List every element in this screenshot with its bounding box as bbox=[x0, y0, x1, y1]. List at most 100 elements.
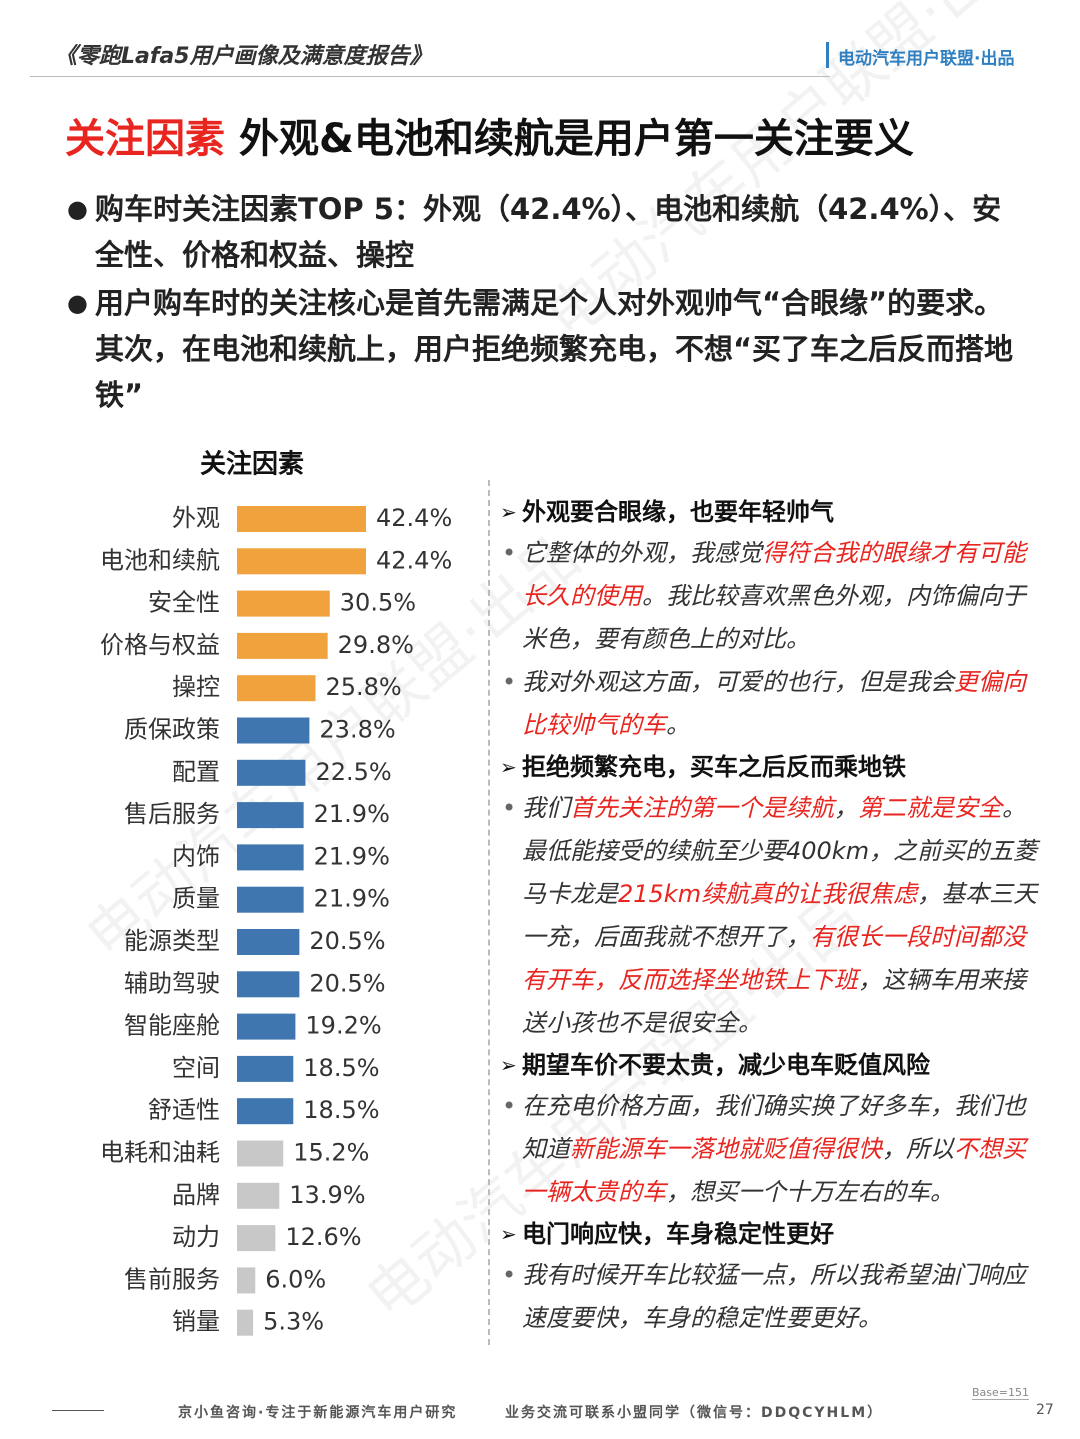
category-label: 外观 bbox=[172, 504, 220, 532]
footer-line bbox=[52, 1410, 104, 1411]
category-label: 配置 bbox=[172, 758, 220, 786]
bar bbox=[237, 1309, 254, 1336]
category-label: 电耗和油耗 bbox=[100, 1139, 220, 1167]
bar bbox=[237, 844, 304, 871]
value-label: 20.5% bbox=[309, 969, 385, 997]
category-label: 舒适性 bbox=[148, 1096, 220, 1124]
footer-left: 京小鱼咨询·专注于新能源汽车用户研究 bbox=[178, 1405, 458, 1421]
quote-text: 新能源车一落地就贬值得很快 bbox=[570, 1135, 882, 1163]
quote: 我们首先关注的第一个是续航，第二就是安全。最低能接受的续航至少要400km，之前… bbox=[500, 787, 1045, 1045]
category-label: 电池和续航 bbox=[100, 546, 220, 574]
bar bbox=[237, 759, 306, 786]
quote-text: ，所以 bbox=[882, 1135, 954, 1163]
category-label: 价格与权益 bbox=[100, 631, 220, 659]
quote-text: 我们 bbox=[522, 794, 570, 822]
quote-text: ，基本三天一充，后面我就不想开了， bbox=[522, 880, 1038, 951]
bullet: 购车时关注因素TOP 5：外观（42.4%）、电池和续航（42.4%）、安全性、… bbox=[67, 186, 1030, 278]
quote-text: 更偏向比较帅气的车 bbox=[522, 668, 1026, 739]
quote: 它整体的外观，我感觉得符合我的眼缘才有可能长久的使用。我比较喜欢黑色外观，内饰偏… bbox=[500, 532, 1045, 661]
category-label: 动力 bbox=[172, 1223, 220, 1251]
category-label: 质量 bbox=[172, 885, 220, 913]
quote-text: 第二就是安全 bbox=[858, 794, 1002, 822]
category-label: 售前服务 bbox=[124, 1265, 220, 1293]
bar bbox=[237, 632, 328, 659]
quote-text: ，这辆车用来接送小孩也不是很安全。 bbox=[522, 966, 1026, 1037]
bar bbox=[237, 1055, 294, 1082]
title-text: 外观&电池和续航是用户第一关注要义 bbox=[239, 116, 914, 162]
value-label: 12.6% bbox=[285, 1223, 361, 1251]
quote-text: 得符合我的眼缘才有可能长久的使用 bbox=[522, 539, 1026, 610]
value-label: 29.8% bbox=[338, 631, 414, 659]
header-line bbox=[30, 76, 830, 77]
category-label: 安全性 bbox=[148, 589, 220, 617]
value-label: 5.3% bbox=[263, 1308, 324, 1336]
category-label: 品牌 bbox=[172, 1181, 220, 1209]
quote-text: 它整体的外观，我感觉 bbox=[522, 539, 762, 567]
value-label: 13.9% bbox=[289, 1181, 365, 1209]
quote-text: 不想买一辆太贵的车 bbox=[522, 1135, 1026, 1206]
value-label: 21.9% bbox=[314, 885, 390, 913]
chart: 关注因素 外观 42.4% 电池和续航 42.4% 安全性 30.5% 价格与权益 29.8%… bbox=[100, 449, 452, 1336]
base: Base=151 bbox=[972, 1386, 1029, 1400]
bar bbox=[237, 1267, 256, 1294]
quote-text: 首先关注的第一个是续航 bbox=[570, 794, 834, 822]
brand-bar bbox=[826, 42, 829, 68]
category-label: 智能座舱 bbox=[124, 1012, 220, 1040]
footer-right: 业务交流可联系小盟同学（微信号：DDQCYHLM） bbox=[505, 1405, 884, 1421]
category-label: 售后服务 bbox=[124, 800, 220, 828]
value-label: 19.2% bbox=[305, 1012, 381, 1040]
quote-text: 215km续航真的让我很焦虑 bbox=[618, 880, 918, 908]
category-label: 销量 bbox=[172, 1308, 220, 1336]
quote-heading: 外观要合眼缘，也要年轻帅气 bbox=[500, 492, 1045, 532]
quote-heading: 电门响应快，车身稳定性更好 bbox=[500, 1214, 1045, 1254]
bullet: 用户购车时的关注核心是首先需满足个人对外观帅气“合眼缘”的要求。其次，在电池和续… bbox=[67, 280, 1030, 418]
bar bbox=[237, 1140, 284, 1167]
quote-heading: 期望车价不要太贵，减少电车贬值风险 bbox=[500, 1045, 1045, 1085]
chart-title: 关注因素 bbox=[200, 449, 304, 480]
value-label: 23.8% bbox=[319, 716, 395, 744]
quote: 在充电价格方面，我们确实换了好多车，我们也知道新能源车一落地就贬值得很快，所以不… bbox=[500, 1085, 1045, 1214]
bar bbox=[237, 590, 330, 617]
bar bbox=[237, 548, 366, 575]
bar bbox=[237, 1098, 294, 1125]
quote-text: ， bbox=[834, 794, 858, 822]
page-title: 关注因素 外观&电池和续航是用户第一关注要义 bbox=[65, 106, 914, 164]
brand: 电动汽车用户联盟·出品 bbox=[838, 49, 1015, 69]
bar bbox=[237, 929, 300, 955]
value-label: 21.9% bbox=[314, 842, 390, 870]
value-label: 6.0% bbox=[265, 1265, 326, 1293]
value-label: 20.5% bbox=[309, 927, 385, 955]
quote-text: ，想买一个十万左右的车。 bbox=[666, 1178, 954, 1206]
category-label: 内饰 bbox=[172, 842, 220, 870]
value-label: 15.2% bbox=[293, 1139, 369, 1167]
quote-text: 。 bbox=[666, 711, 690, 739]
category-label: 空间 bbox=[172, 1054, 220, 1082]
bar bbox=[237, 1182, 280, 1209]
value-label: 25.8% bbox=[325, 673, 401, 701]
bar bbox=[237, 802, 304, 829]
report-title: 《零跑Lafa5用户画像及满意度报告》 bbox=[55, 44, 432, 69]
quote-text: 有很长一段时间都没有开车，反而选择坐地铁上下班 bbox=[522, 923, 1026, 994]
page-number: 27 bbox=[1036, 1402, 1054, 1418]
quotes: 外观要合眼缘，也要年轻帅气它整体的外观，我感觉得符合我的眼缘才有可能长久的使用。… bbox=[500, 492, 1045, 1340]
category-label: 辅助驾驶 bbox=[124, 969, 220, 997]
bar bbox=[237, 1225, 276, 1252]
quote-heading: 拒绝频繁充电，买车之后反而乘地铁 bbox=[500, 747, 1045, 787]
bar bbox=[237, 717, 310, 744]
category-label: 能源类型 bbox=[124, 927, 220, 955]
bar bbox=[237, 675, 316, 702]
quote: 我对外观这方面，可爱的也行，但是我会更偏向比较帅气的车。 bbox=[500, 661, 1045, 747]
quote-text: 在充电价格方面，我们确实换了好多车，我们也知道 bbox=[522, 1092, 1026, 1163]
bar bbox=[237, 886, 304, 913]
bar bbox=[237, 506, 366, 532]
value-label: 21.9% bbox=[314, 800, 390, 828]
bar bbox=[237, 971, 300, 998]
value-label: 18.5% bbox=[303, 1096, 379, 1124]
title-highlight: 关注因素 bbox=[65, 116, 225, 162]
quote-text: 我有时候开车比较猛一点，所以我希望油门响应速度要快，车身的稳定性要更好。 bbox=[522, 1261, 1026, 1332]
value-label: 42.4% bbox=[376, 504, 452, 532]
category-label: 操控 bbox=[172, 673, 220, 701]
value-label: 30.5% bbox=[340, 589, 416, 617]
quote-text: 。最低能接受的续航至少要400km，之前买的五菱马卡龙是 bbox=[522, 794, 1038, 908]
